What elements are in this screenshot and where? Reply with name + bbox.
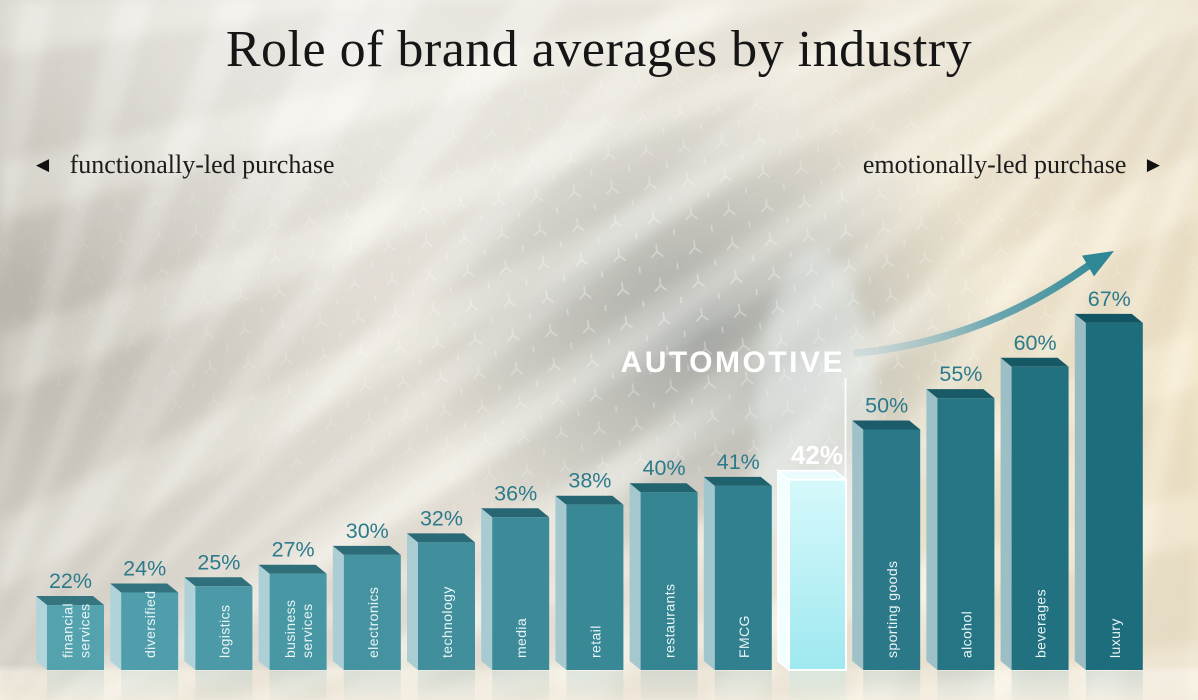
bar-category-label: services	[299, 603, 315, 658]
bar-value-label: 36%	[494, 481, 537, 505]
bar-category-label: beverages	[1033, 589, 1049, 658]
bar-category-label: FMCG	[736, 615, 752, 658]
bar-value-label: 41%	[717, 450, 760, 474]
bar-category-label: restaurants	[662, 584, 678, 658]
bar-restaurants	[629, 483, 698, 670]
bar-value-label: 55%	[939, 362, 982, 386]
bar-electronics	[332, 545, 401, 670]
bar-media	[481, 508, 550, 670]
highlight-title: AUTOMOTIVE	[621, 346, 845, 379]
bar-category-label: electronics	[365, 587, 381, 658]
bar-category-label: logistics	[216, 605, 232, 658]
bar-beverages	[1000, 357, 1069, 670]
bar-category-label: diversified	[142, 591, 158, 658]
bar-value-label: 67%	[1088, 287, 1131, 311]
highlight-value-label: 42%	[791, 440, 843, 470]
bar-automotive	[775, 468, 849, 672]
bar-sporting-goods	[852, 420, 921, 670]
emotional-axis-text: emotionally-led purchase	[862, 150, 1127, 179]
bar-category-label: media	[513, 618, 529, 658]
right-triangle-icon: ▶	[1146, 155, 1160, 174]
bar-value-label: 60%	[1014, 331, 1057, 355]
bar-category-label: luxury	[1107, 618, 1123, 658]
bar-financial-services	[36, 596, 104, 670]
upward-trend-arrow	[853, 251, 1114, 357]
bar-diversified	[110, 583, 179, 670]
bar-technology	[407, 533, 475, 670]
functional-axis-label: ◀ functionally-led purchase	[36, 150, 335, 180]
bar-value-label: 40%	[643, 456, 686, 480]
bar-category-label: alcohol	[958, 611, 974, 658]
page-title: Role of brand averages by industry	[225, 21, 973, 78]
emotional-axis-label: emotionally-led purchase ▶	[863, 150, 1160, 180]
bar-category-label: financial	[60, 603, 76, 658]
bar-business-services	[258, 564, 327, 670]
functional-axis-text: functionally-led purchase	[69, 150, 335, 179]
bar-retail	[555, 495, 624, 670]
left-triangle-icon: ◀	[36, 155, 50, 174]
bar-category-label: sporting goods	[884, 561, 900, 658]
bar-value-label: 30%	[346, 519, 389, 543]
bar-category-label: technology	[439, 586, 455, 658]
bar-category-label: retail	[587, 625, 603, 658]
bar-logistics	[184, 577, 253, 670]
bar-category-label: services	[77, 603, 93, 658]
bar-value-label: 38%	[568, 469, 611, 493]
bar-luxury	[1074, 313, 1143, 670]
bar-reflections	[47, 671, 1143, 700]
bar-value-label: 27%	[272, 538, 315, 562]
bar-category-label: business	[282, 600, 298, 658]
bar-fmcg	[703, 476, 772, 670]
trend-arrow-head-icon	[1082, 251, 1114, 277]
bar-value-label: 24%	[123, 557, 166, 581]
bar-alcohol	[926, 389, 995, 670]
bar-value-label: 25%	[197, 550, 240, 574]
bar-value-label: 32%	[420, 506, 463, 530]
bar-value-label: 22%	[49, 569, 92, 593]
bar-value-label: 50%	[865, 394, 908, 418]
